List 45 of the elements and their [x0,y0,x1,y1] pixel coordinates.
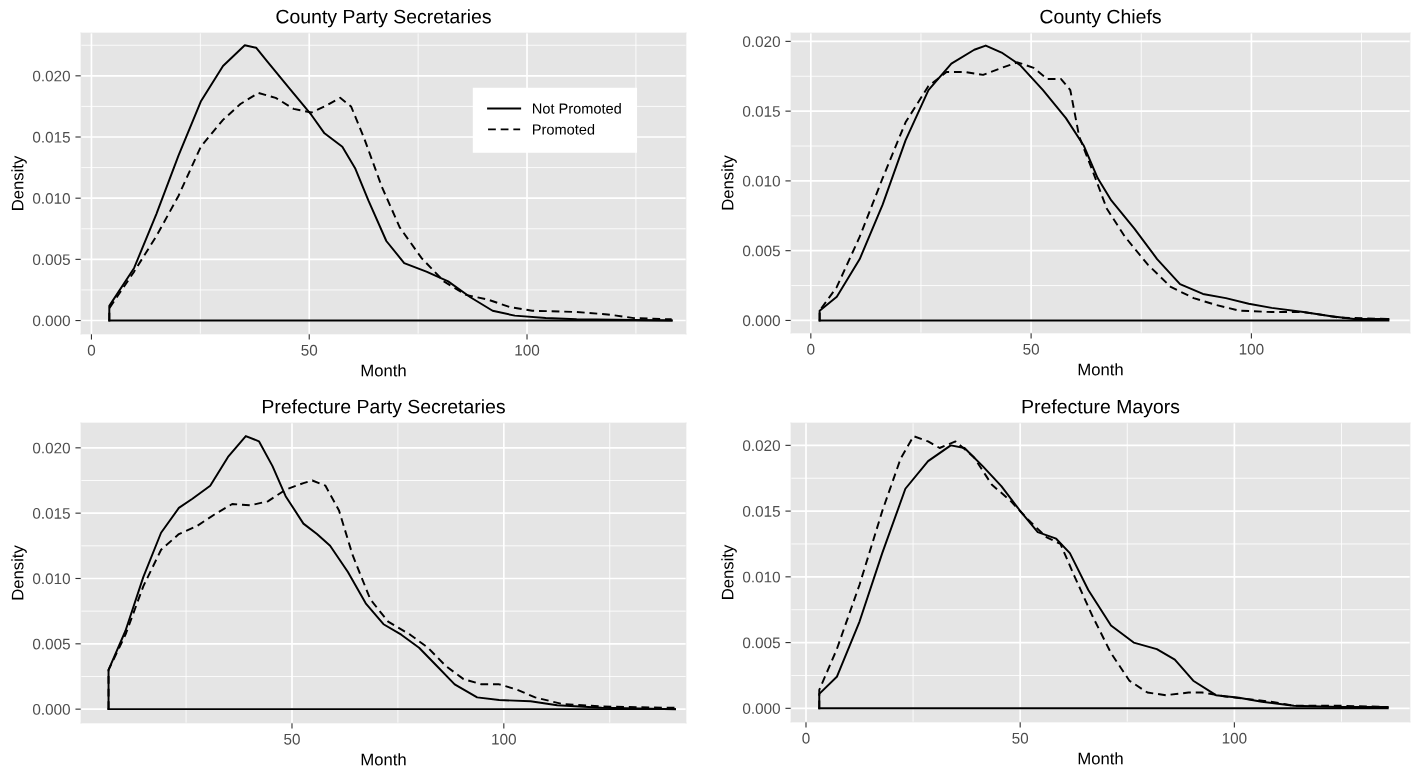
y-tick-label: 0.015 [742,106,780,117]
x-tick-label: 0 [87,344,96,356]
x-tick-label: 50 [301,344,318,356]
y-tick-label: 0.010 [742,571,780,583]
x-tick-label: 0 [807,343,815,355]
chart-title: Prefecture Mayors [1022,399,1180,418]
y-tick-label: 0.015 [32,508,70,519]
x-tick-label: 50 [1012,732,1029,744]
x-tick-label: 50 [1023,343,1040,355]
y-axis-title: Density [11,155,27,210]
chart-title: Prefecture Party Secretaries [262,399,505,418]
y-tick-label: 0.005 [32,254,70,266]
legend-label: Not Promoted [533,103,621,114]
x-axis-title: Month [1078,363,1123,376]
x-tick-label: 100 [515,344,540,356]
legend-label: Promoted [533,123,595,135]
chart-title: County Party Secretaries [276,9,491,28]
y-tick-label: 0.005 [742,245,780,257]
y-tick-label: 0.015 [742,505,780,517]
y-tick-label: 0.010 [32,193,70,204]
y-tick-label: 0.005 [742,637,780,649]
y-tick-label: 0.020 [32,442,70,454]
y-tick-label: 0.000 [742,703,780,715]
y-tick-label: 0.000 [32,704,70,715]
x-axis-title: Month [1078,752,1123,765]
y-tick-label: 0.015 [32,131,70,143]
x-axis-title: Month [361,364,406,377]
y-tick-label: 0.005 [32,638,70,650]
y-tick-label: 0.020 [742,36,780,48]
y-tick-label: 0.020 [32,70,70,82]
x-axis-title: Month [361,753,406,766]
chart-title: County Chiefs [1040,9,1161,28]
x-tick-label: 50 [284,733,300,745]
x-tick-label: 100 [1239,343,1264,355]
y-axis-title: Density [721,544,737,599]
y-tick-label: 0.000 [742,315,780,327]
x-tick-label: 0 [802,732,810,744]
x-tick-label: 100 [1222,732,1247,744]
y-tick-label: 0.000 [32,315,70,327]
y-axis-title: Density [721,155,737,210]
y-tick-label: 0.010 [32,573,70,585]
y-tick-label: 0.010 [742,175,780,187]
x-tick-label: 100 [492,733,516,745]
y-axis-title: Density [11,545,27,600]
y-tick-label: 0.020 [742,440,780,452]
